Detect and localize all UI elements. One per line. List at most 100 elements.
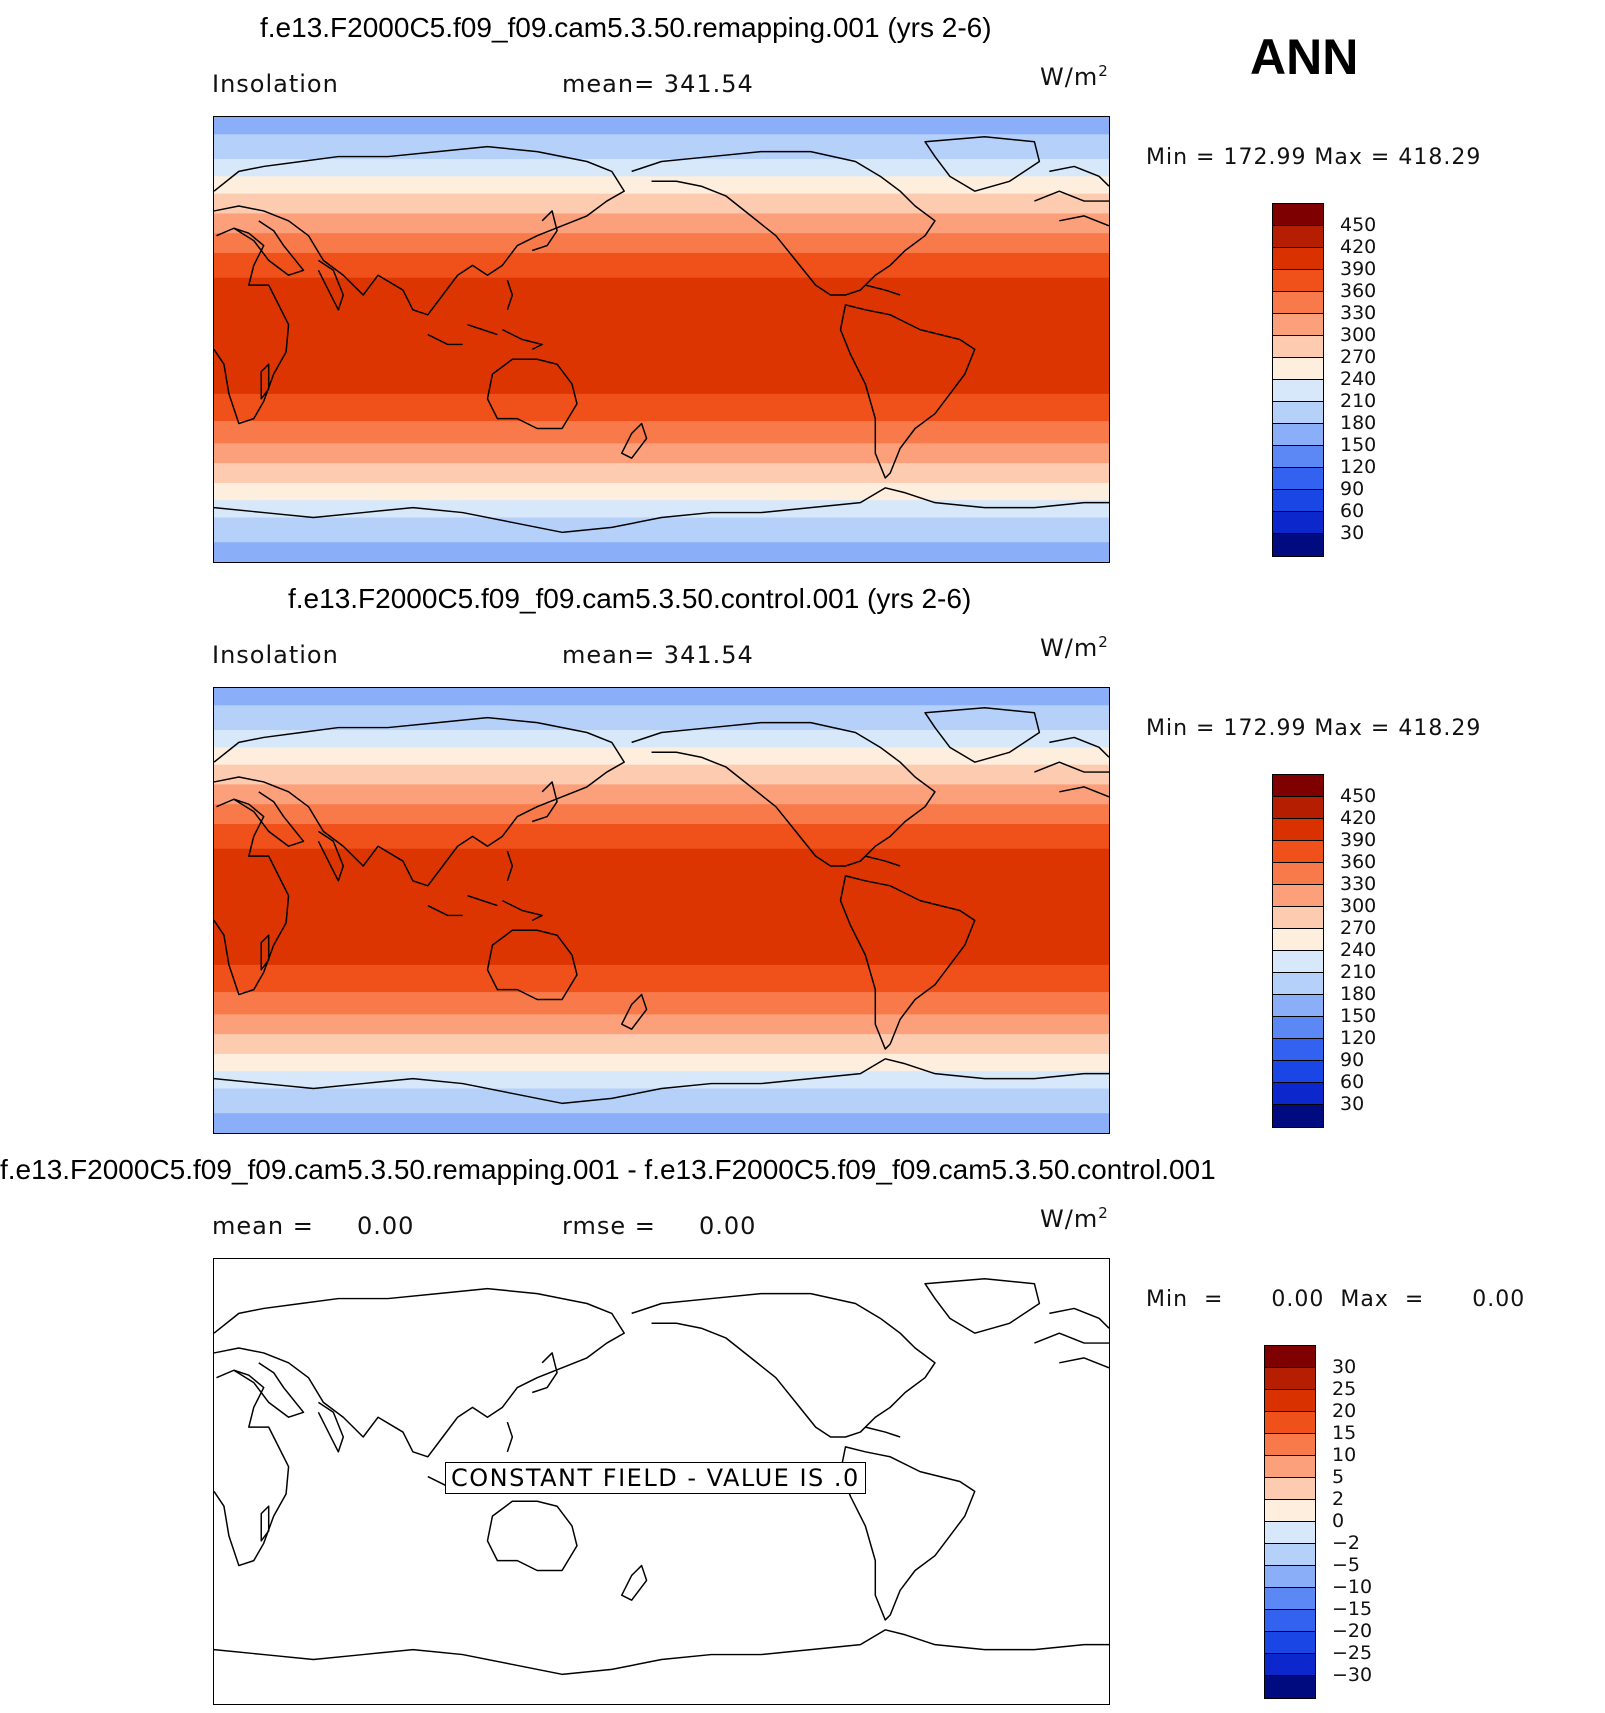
colorbar-swatch	[1273, 1105, 1323, 1127]
colorbar-swatch	[1273, 336, 1323, 358]
colorbar-tick-label: 360	[1340, 280, 1377, 302]
constant-field-note: CONSTANT FIELD - VALUE IS .0	[445, 1462, 866, 1494]
colorbar-tick-label: 450	[1340, 214, 1377, 236]
latitude-band	[214, 482, 1109, 501]
latitude-band	[214, 117, 1109, 136]
colorbar-tick-label: 180	[1340, 983, 1377, 1005]
minmax-label: Min = 172.99 Max = 418.29	[1146, 145, 1482, 170]
mean-label: mean= 341.54	[562, 641, 754, 669]
colorbar-swatch	[1265, 1346, 1315, 1368]
units-label: W/m2	[1040, 62, 1109, 91]
colorbar-tick-label: −15	[1332, 1598, 1373, 1620]
colorbar-tick-label: 5	[1332, 1466, 1345, 1488]
colorbar-tick-label: 420	[1340, 236, 1377, 258]
colorbar-swatch	[1273, 468, 1323, 490]
colorbar-tick-label: −5	[1332, 1554, 1361, 1576]
colorbar-swatch	[1273, 841, 1323, 863]
colorbar-swatch	[1273, 973, 1323, 995]
latitude-band	[214, 848, 1109, 966]
colorbar-tick-label: 60	[1340, 1071, 1365, 1093]
colorbar-tick-label: 210	[1340, 961, 1377, 983]
latitude-band	[214, 1053, 1109, 1072]
colorbar-swatches	[1264, 1345, 1316, 1699]
colorbar-swatch	[1273, 819, 1323, 841]
minmax-label: Min = 172.99 Max = 418.29	[1146, 716, 1482, 741]
latitude-band	[214, 252, 1109, 279]
colorbar-tick-label: 25	[1332, 1378, 1357, 1400]
mean-label: mean= 341.54	[562, 70, 754, 98]
latitude-band	[214, 277, 1109, 395]
latitude-band	[214, 517, 1109, 543]
colorbar-swatch	[1273, 929, 1323, 951]
colorbar-swatch	[1273, 226, 1323, 248]
colorbar-swatch	[1273, 1061, 1323, 1083]
colorbar-swatch	[1273, 446, 1323, 468]
colorbar-tick-label: 90	[1340, 478, 1365, 500]
colorbar-tick-label: −25	[1332, 1642, 1373, 1664]
latitude-band	[214, 193, 1109, 215]
colorbar-swatch	[1273, 424, 1323, 446]
colorbar-swatch	[1265, 1456, 1315, 1478]
colorbar-tick-label: 120	[1340, 1027, 1377, 1049]
colorbar-swatch	[1273, 1039, 1323, 1061]
units-label: W/m2	[1040, 1204, 1109, 1233]
colorbar-tick-label: −2	[1332, 1532, 1361, 1554]
colorbar-tick-label: 330	[1340, 302, 1377, 324]
colorbar-swatch	[1273, 1083, 1323, 1105]
latitude-band	[214, 421, 1109, 445]
latitude-band	[214, 1014, 1109, 1035]
colorbar-tick-label: 180	[1340, 412, 1377, 434]
colorbar-swatch	[1265, 1412, 1315, 1434]
mean-label: mean = 0.00	[212, 1212, 415, 1240]
latitude-band	[214, 1071, 1109, 1090]
panel-control: f.e13.F2000C5.f09_f09.cam5.3.50.control.…	[0, 571, 1605, 1141]
colorbar-swatch	[1265, 1654, 1315, 1676]
colorbar-tick-label: 90	[1340, 1049, 1365, 1071]
latitude-band	[214, 730, 1109, 749]
latitude-band	[214, 992, 1109, 1016]
colorbar-swatches	[1272, 774, 1324, 1128]
panel-title: f.e13.F2000C5.f09_f09.cam5.3.50.remappin…	[0, 1154, 1216, 1185]
map-svg	[214, 117, 1109, 562]
colorbar-tick-label: 300	[1340, 895, 1377, 917]
colorbar-tick-label: 0	[1332, 1510, 1345, 1532]
variable-label: Insolation	[212, 641, 339, 669]
latitude-band	[214, 1034, 1109, 1055]
colorbar-swatch	[1273, 951, 1323, 973]
colorbar-swatch	[1273, 314, 1323, 336]
latitude-band	[214, 823, 1109, 850]
latitude-band	[214, 688, 1109, 707]
latitude-band	[214, 443, 1109, 464]
colorbar-swatch	[1265, 1676, 1315, 1698]
colorbar-tick-label: 360	[1340, 851, 1377, 873]
colorbar-tick-label: 150	[1340, 1005, 1377, 1027]
colorbar-tick-label: 210	[1340, 390, 1377, 412]
latitude-band	[214, 964, 1109, 993]
colorbar-swatch	[1273, 248, 1323, 270]
colorbar-swatch	[1273, 907, 1323, 929]
panel-title: f.e13.F2000C5.f09_f09.cam5.3.50.control.…	[288, 583, 972, 614]
map-frame	[213, 116, 1110, 563]
colorbar-swatch	[1273, 270, 1323, 292]
latitude-band	[214, 393, 1109, 422]
colorbar-swatch	[1273, 885, 1323, 907]
colorbar-tick-label: 120	[1340, 456, 1377, 478]
colorbar-swatch	[1273, 490, 1323, 512]
colorbar-swatch	[1273, 204, 1323, 226]
colorbar-swatches	[1272, 203, 1324, 557]
map-svg	[214, 688, 1109, 1133]
colorbar-swatch	[1273, 358, 1323, 380]
colorbar-swatch	[1265, 1566, 1315, 1588]
colorbar-swatch	[1273, 995, 1323, 1017]
colorbar-swatch	[1273, 402, 1323, 424]
colorbar-tick-label: 390	[1340, 829, 1377, 851]
colorbar-swatch	[1265, 1368, 1315, 1390]
colorbar-swatch	[1265, 1544, 1315, 1566]
latitude-band	[214, 213, 1109, 234]
colorbar-swatch	[1273, 534, 1323, 556]
colorbar-tick-label: 450	[1340, 785, 1377, 807]
colorbar-tick-label: 420	[1340, 807, 1377, 829]
colorbar-swatch	[1273, 292, 1323, 314]
colorbar-tick-label: −20	[1332, 1620, 1373, 1642]
colorbar-swatch	[1265, 1522, 1315, 1544]
